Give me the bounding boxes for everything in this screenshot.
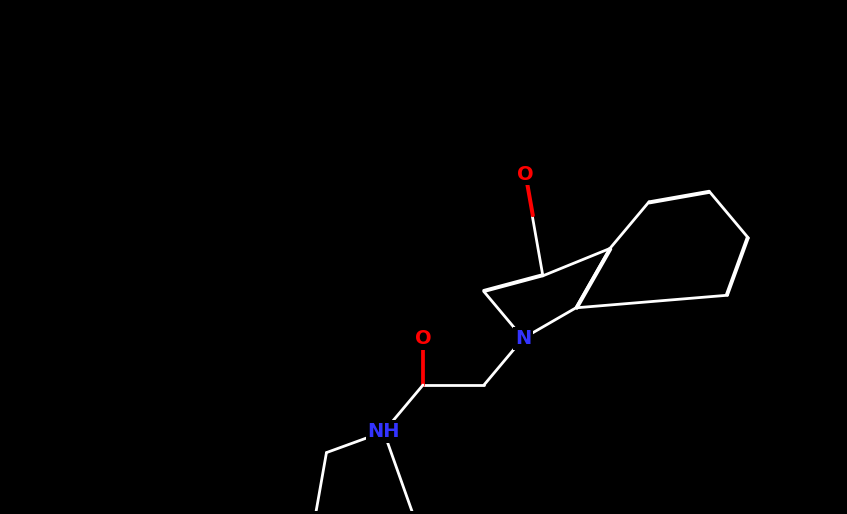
Text: N: N	[515, 329, 531, 348]
Text: NH: NH	[368, 422, 400, 441]
Text: O: O	[415, 329, 431, 348]
Text: O: O	[517, 164, 534, 183]
